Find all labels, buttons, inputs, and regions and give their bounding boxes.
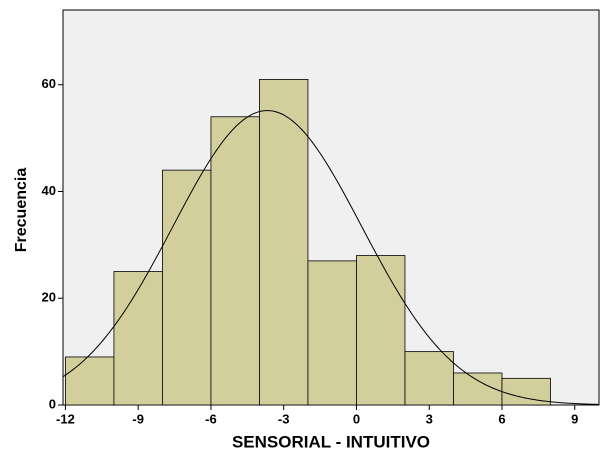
bar [501,377,551,406]
normal-curve [62,110,600,405]
x-tick-label: 9 [571,411,578,426]
bar [356,255,406,406]
x-tick-label: -6 [205,411,217,426]
x-axis-title: SENSORIAL - INTUITIVO [232,432,430,451]
bar [259,78,309,406]
y-tick-label: 20 [42,290,56,305]
x-tick-label: -12 [56,411,75,426]
bar [210,116,260,406]
bar [404,351,454,406]
bar [307,260,357,406]
bar [162,169,212,406]
x-tick-label: -9 [132,411,144,426]
y-axis-title: Frecuencia [13,168,30,253]
y-tick-label: 60 [42,76,56,91]
x-tick-label: 3 [426,411,433,426]
bar [65,356,115,406]
x-tick-label: 0 [353,411,360,426]
x-tick-label: -3 [278,411,290,426]
y-tick-label: 40 [42,183,56,198]
x-tick-label: 6 [498,411,505,426]
bar [113,271,163,406]
y-tick-label: 0 [49,396,56,411]
